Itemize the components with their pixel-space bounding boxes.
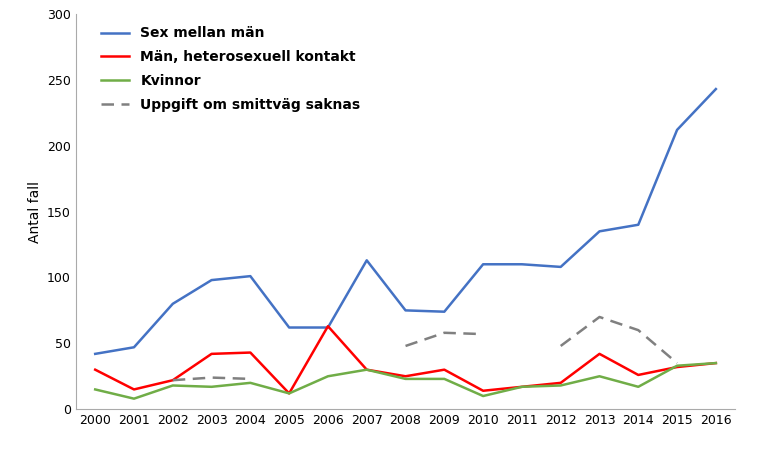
Y-axis label: Antal fall: Antal fall xyxy=(27,180,42,243)
Legend: Sex mellan män, Män, heterosexuell kontakt, Kvinnor, Uppgift om smittväg saknas: Sex mellan män, Män, heterosexuell konta… xyxy=(96,21,366,117)
